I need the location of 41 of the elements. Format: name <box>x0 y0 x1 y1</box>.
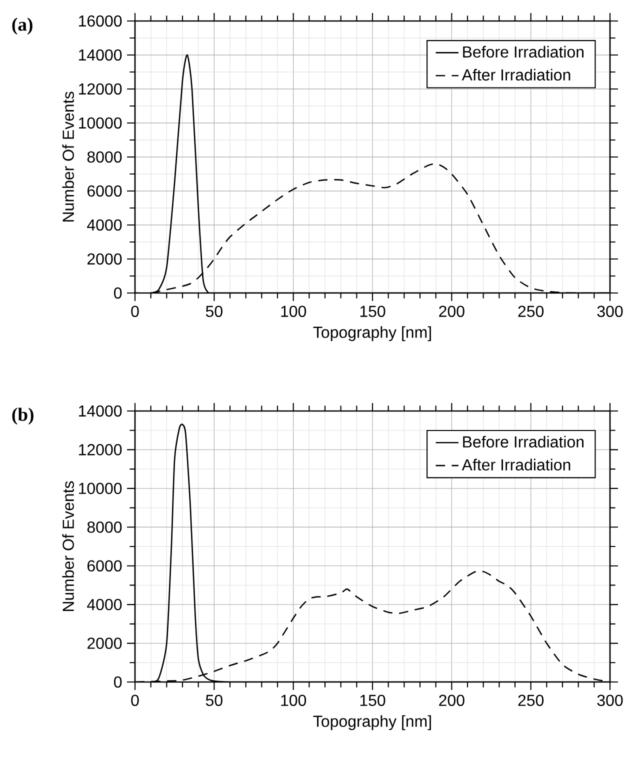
x-tick-label: 100 <box>281 694 306 706</box>
x-tick-label: 50 <box>206 694 222 706</box>
y-tick-label: 10000 <box>79 482 122 494</box>
x-tick-label: 200 <box>439 694 464 706</box>
y-tick-label: 10000 <box>79 117 122 129</box>
x-tick-label: 250 <box>518 306 544 318</box>
y-tick-label: 2000 <box>87 253 122 265</box>
y-axis-title: Number Of Events <box>62 92 74 222</box>
y-tick-label: 8000 <box>87 521 122 533</box>
x-tick-label: 150 <box>360 694 386 706</box>
y-tick-label: 4000 <box>87 598 122 610</box>
y-axis-title: Number Of Events <box>62 481 74 611</box>
x-tick-label: 50 <box>206 306 222 318</box>
y-tick-label: 0 <box>114 287 122 299</box>
x-tick-label: 100 <box>281 306 306 318</box>
y-tick-label: 12000 <box>79 83 122 95</box>
y-tick-label: 14000 <box>79 405 122 417</box>
chart-title: (b) <box>12 408 34 425</box>
y-tick-label: 2000 <box>87 638 122 649</box>
y-tick-label: 16000 <box>79 15 122 27</box>
y-tick-label: 14000 <box>79 49 122 61</box>
x-tick-label: 250 <box>518 694 544 706</box>
x-tick-label: 0 <box>131 306 139 318</box>
legend-label: After Irradiation <box>462 458 570 470</box>
x-tick-label: 300 <box>597 694 623 706</box>
x-tick-label: 200 <box>439 306 464 318</box>
y-tick-label: 6000 <box>88 185 122 197</box>
y-tick-label: 6000 <box>88 560 122 572</box>
x-tick-label: 150 <box>360 306 386 318</box>
x-tick-label: 0 <box>131 694 139 706</box>
legend-label: Before Irradiation <box>463 46 584 58</box>
x-axis-title: Topography [nm] <box>313 715 431 730</box>
y-tick-label: 4000 <box>87 219 122 231</box>
y-tick-label: 8000 <box>87 151 122 163</box>
legend-label: After Irradiation <box>462 68 570 81</box>
y-tick-label: 12000 <box>79 444 122 456</box>
chart-title: (a) <box>12 18 32 35</box>
legend-label: Before Irradiation <box>463 436 584 448</box>
x-axis-title: Topography [nm] <box>313 326 431 342</box>
y-tick-label: 0 <box>114 676 122 688</box>
x-tick-label: 300 <box>597 306 623 318</box>
